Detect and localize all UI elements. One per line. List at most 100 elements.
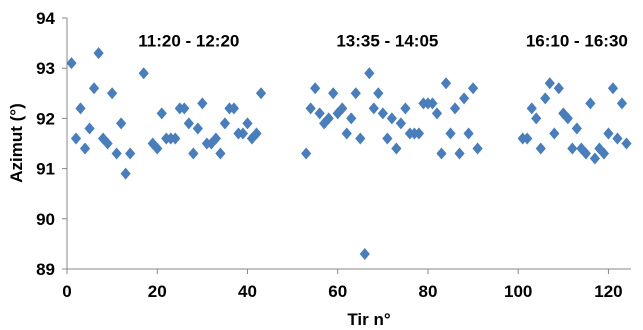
data-point (170, 132, 181, 145)
data-point (251, 127, 262, 140)
data-point (346, 112, 357, 125)
x-tick-label: 40 (238, 282, 257, 301)
data-point (120, 167, 131, 180)
time-range-annotations: 11:20 - 12:20 13:35 - 14:05 16:10 - 16:30 (138, 32, 628, 51)
data-point (237, 127, 249, 140)
data-point (111, 147, 122, 160)
data-point (88, 82, 100, 95)
data-point (319, 117, 330, 130)
data-point (255, 87, 267, 100)
data-point (210, 132, 221, 145)
data-point (79, 142, 91, 155)
y-tick-label: 92 (36, 109, 55, 128)
data-point (66, 57, 77, 70)
data-point (567, 142, 578, 155)
data-point (571, 122, 582, 135)
data-point (138, 67, 149, 80)
y-tick-label: 94 (36, 9, 55, 28)
data-point (612, 132, 623, 145)
axes (66, 18, 631, 270)
data-point (84, 122, 95, 135)
x-tick-label: 120 (594, 282, 622, 301)
x-ticks: 0 20 40 60 80 100 120 (62, 269, 623, 301)
data-point (192, 122, 203, 135)
data-point (440, 77, 452, 90)
y-ticks: 89 90 91 92 93 94 (36, 9, 67, 279)
data-point (616, 97, 628, 110)
data-point (576, 142, 587, 155)
data-point (391, 142, 402, 155)
data-point (400, 102, 411, 115)
data-point (467, 82, 479, 95)
data-point (179, 102, 190, 115)
x-tick-label: 100 (504, 282, 532, 301)
data-point (310, 82, 321, 95)
data-point (580, 147, 591, 160)
data-point (364, 67, 375, 80)
data-point (598, 147, 610, 160)
data-point (458, 92, 470, 105)
data-point (75, 102, 86, 115)
data-point (305, 102, 316, 115)
data-point (156, 107, 167, 120)
data-point (463, 127, 474, 140)
y-tick-label: 93 (36, 59, 55, 78)
data-point (215, 147, 226, 160)
data-point (350, 87, 361, 100)
data-point (337, 102, 348, 115)
data-point (355, 132, 366, 145)
data-point (382, 132, 393, 145)
data-point (531, 112, 542, 125)
data-point (102, 137, 113, 150)
data-point (341, 127, 352, 140)
x-tick-label: 0 (62, 282, 71, 301)
data-point (323, 112, 334, 125)
data-point (621, 137, 632, 150)
data-point (152, 142, 163, 155)
data-point (562, 112, 573, 125)
annotation-label: 11:20 - 12:20 (138, 32, 239, 51)
annotation-label: 16:10 - 16:30 (526, 32, 628, 51)
y-tick-label: 91 (36, 160, 55, 179)
data-point (445, 127, 456, 140)
x-tick-label: 80 (418, 282, 437, 301)
data-point (526, 102, 537, 115)
data-point (377, 107, 388, 120)
data-point (540, 92, 551, 105)
data-point (603, 127, 614, 140)
data-point (535, 142, 546, 155)
data-point (431, 107, 443, 120)
data-point (359, 247, 370, 260)
data-point (107, 87, 118, 100)
data-point (116, 117, 127, 130)
data-points (66, 47, 632, 260)
data-point (242, 117, 253, 130)
data-point (386, 112, 397, 125)
data-point (314, 107, 325, 120)
data-point (93, 47, 104, 60)
data-point (589, 152, 601, 165)
data-point (70, 132, 82, 145)
data-point (413, 127, 425, 140)
data-point (373, 87, 384, 100)
data-point (449, 102, 461, 115)
data-point (301, 147, 312, 160)
data-point (328, 87, 339, 100)
data-point (522, 132, 533, 145)
data-point (607, 82, 619, 95)
y-tick-label: 90 (36, 210, 55, 229)
y-axis-title: Azimut (°) (7, 103, 26, 183)
annotation-label: 13:35 - 14:05 (336, 32, 438, 51)
data-point (183, 117, 194, 130)
data-point (427, 97, 438, 110)
data-point (544, 77, 555, 90)
data-point (553, 82, 564, 95)
data-point (585, 97, 596, 110)
data-point (228, 102, 240, 115)
data-point (332, 107, 343, 120)
data-point (454, 147, 465, 160)
x-tick-label: 20 (148, 282, 167, 301)
data-point (395, 117, 406, 130)
data-point (549, 127, 560, 140)
